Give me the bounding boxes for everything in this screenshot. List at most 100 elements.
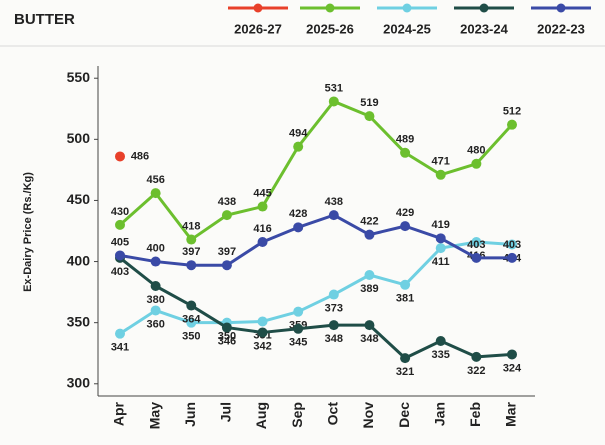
point-marker — [507, 239, 517, 250]
value-label: 531 — [325, 82, 343, 94]
value-label: 418 — [182, 220, 200, 232]
value-label: 345 — [289, 337, 307, 349]
value-label: 429 — [396, 207, 414, 219]
value-label: 403 — [111, 266, 129, 278]
value-label: 456 — [146, 174, 164, 186]
point-marker — [257, 327, 268, 338]
point-marker — [364, 229, 375, 240]
value-label: 335 — [432, 349, 450, 361]
value-label: 512 — [503, 106, 521, 118]
point-marker — [507, 252, 517, 263]
point-marker — [221, 210, 232, 221]
point-marker — [507, 119, 517, 130]
y-tick-label: 550 — [67, 69, 91, 85]
point-marker — [150, 281, 161, 291]
legend-label: 2023-24 — [460, 21, 508, 36]
point-marker — [293, 141, 304, 152]
value-label: 321 — [396, 366, 414, 378]
x-tick-label: May — [146, 402, 162, 429]
point-marker — [400, 147, 411, 158]
point-marker — [328, 210, 339, 221]
value-label: 403 — [503, 239, 521, 251]
legend-marker — [325, 3, 335, 13]
value-label: 419 — [432, 219, 450, 231]
point-marker — [364, 320, 375, 331]
x-tick-label: Apr — [111, 401, 127, 426]
point-marker — [186, 260, 197, 271]
value-label: 445 — [253, 187, 271, 199]
x-tick-label: Mar — [503, 401, 519, 426]
x-tick-label: Nov — [360, 402, 376, 429]
point-marker — [150, 188, 161, 199]
legend-marker — [253, 3, 263, 13]
point-marker — [435, 336, 446, 346]
y-tick-label: 400 — [67, 252, 91, 268]
value-label: 322 — [467, 365, 485, 377]
chart-title: BUTTER — [14, 11, 75, 28]
point-marker — [221, 322, 232, 333]
x-tick-label: Dec — [396, 402, 412, 428]
point-marker — [328, 320, 339, 331]
value-label: 341 — [111, 342, 129, 354]
legend-marker — [556, 3, 566, 13]
value-label: 480 — [467, 145, 485, 157]
value-label: 397 — [182, 246, 200, 258]
point-marker — [400, 279, 411, 290]
point-marker — [435, 243, 446, 254]
x-tick-label: Feb — [467, 402, 483, 427]
point-marker — [471, 237, 482, 247]
value-label: 342 — [253, 340, 271, 352]
value-label: 494 — [289, 128, 308, 140]
point-marker — [328, 289, 339, 300]
value-label: 489 — [396, 134, 414, 146]
y-axis-title: Ex-Dairy Price (Rs./Kg) — [22, 172, 34, 292]
x-tick-label: Aug — [253, 402, 269, 429]
legend-marker — [479, 3, 489, 13]
value-label: 438 — [325, 196, 343, 208]
value-label: 438 — [218, 196, 236, 208]
point-marker — [293, 222, 304, 233]
point-marker — [400, 221, 411, 232]
point-marker — [221, 260, 232, 271]
point-marker — [435, 233, 446, 244]
value-label: 380 — [146, 294, 164, 306]
point-marker — [186, 234, 197, 245]
point-marker — [257, 316, 268, 327]
value-label: 405 — [111, 236, 129, 248]
value-label: 400 — [146, 242, 164, 254]
x-tick-label: Jun — [182, 402, 198, 427]
series-line — [119, 213, 512, 267]
value-label: 324 — [503, 362, 522, 374]
legend-label: 2026-27 — [234, 21, 282, 36]
y-tick-label: 500 — [67, 130, 91, 146]
legend-marker — [402, 3, 412, 13]
x-tick-label: Jan — [431, 402, 447, 426]
point-marker — [293, 306, 304, 317]
y-tick-label: 350 — [67, 313, 91, 329]
value-label: 422 — [360, 216, 378, 228]
y-tick-label: 300 — [67, 374, 91, 390]
point-marker — [364, 270, 375, 280]
value-label: 397 — [218, 246, 236, 258]
point-marker — [328, 96, 339, 107]
point-marker — [115, 328, 125, 339]
series-line — [119, 99, 514, 242]
legend-label: 2022-23 — [537, 21, 585, 36]
value-label: 381 — [396, 293, 414, 305]
value-label: 403 — [467, 239, 485, 251]
point-marker — [471, 351, 482, 362]
x-tick-label: Jul — [218, 402, 234, 422]
x-tick-label: Oct — [325, 402, 341, 426]
value-label: 346 — [218, 335, 236, 347]
value-label: 364 — [182, 313, 201, 325]
series-line — [119, 256, 513, 360]
point-marker — [435, 169, 446, 180]
point-marker — [364, 111, 375, 122]
point-marker — [115, 250, 125, 261]
value-label: 486 — [131, 150, 149, 162]
value-label: 348 — [325, 333, 343, 345]
value-label: 350 — [182, 331, 200, 343]
value-label: 471 — [432, 156, 450, 168]
point-marker — [471, 252, 482, 263]
